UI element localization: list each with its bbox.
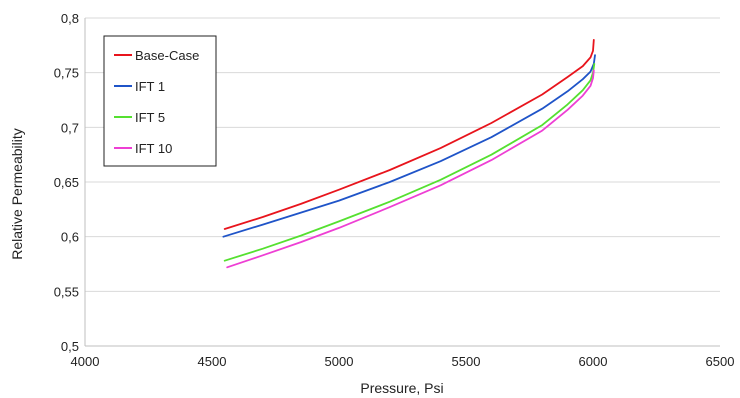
axes [84,18,720,347]
x-tick-label: 4000 [71,354,100,369]
y-tick-label: 0,8 [61,11,79,26]
series-line-0 [223,39,595,230]
x-tick-label: 5000 [325,354,354,369]
series-line-3 [226,69,595,269]
y-tick-label: 0,55 [54,284,79,299]
series-line-2 [223,63,596,262]
plot-area: 4000 4500 5000 5500 6000 6500 0,50,550,60,650… [54,11,735,369]
y-axis-label: Relative Permeability [9,128,25,260]
legend-box [103,35,217,167]
series-lines [222,39,596,269]
legend: Base-Case IFT 1 IFT 5 IFT 10 [103,35,217,167]
x-tick-label: 6500 [706,354,735,369]
legend-label-3: IFT 10 [135,141,172,156]
x-tick-label: 4500 [198,354,227,369]
y-tick-label: 0,65 [54,175,79,190]
y-tick-label: 0,7 [61,120,79,135]
x-axis-label: Pressure, Psi [360,380,443,396]
legend-label-1: IFT 1 [135,79,165,94]
x-tick-label: 5500 [452,354,481,369]
y-tick-label: 0,5 [61,339,79,354]
legend-label-2: IFT 5 [135,110,165,125]
legend-label-0: Base-Case [135,48,199,63]
y-tick-labels: 0,5 0,55 0,6 0,65 0,7 0,75 0,8 [54,11,79,354]
x-tick-label: 6000 [579,354,608,369]
y-tick-label: 0,75 [54,66,79,81]
x-tick-labels: 4000 4500 5000 5500 6000 6500 [71,354,735,369]
series-line-1 [222,54,596,238]
y-tick-label: 0,6 [61,230,79,245]
